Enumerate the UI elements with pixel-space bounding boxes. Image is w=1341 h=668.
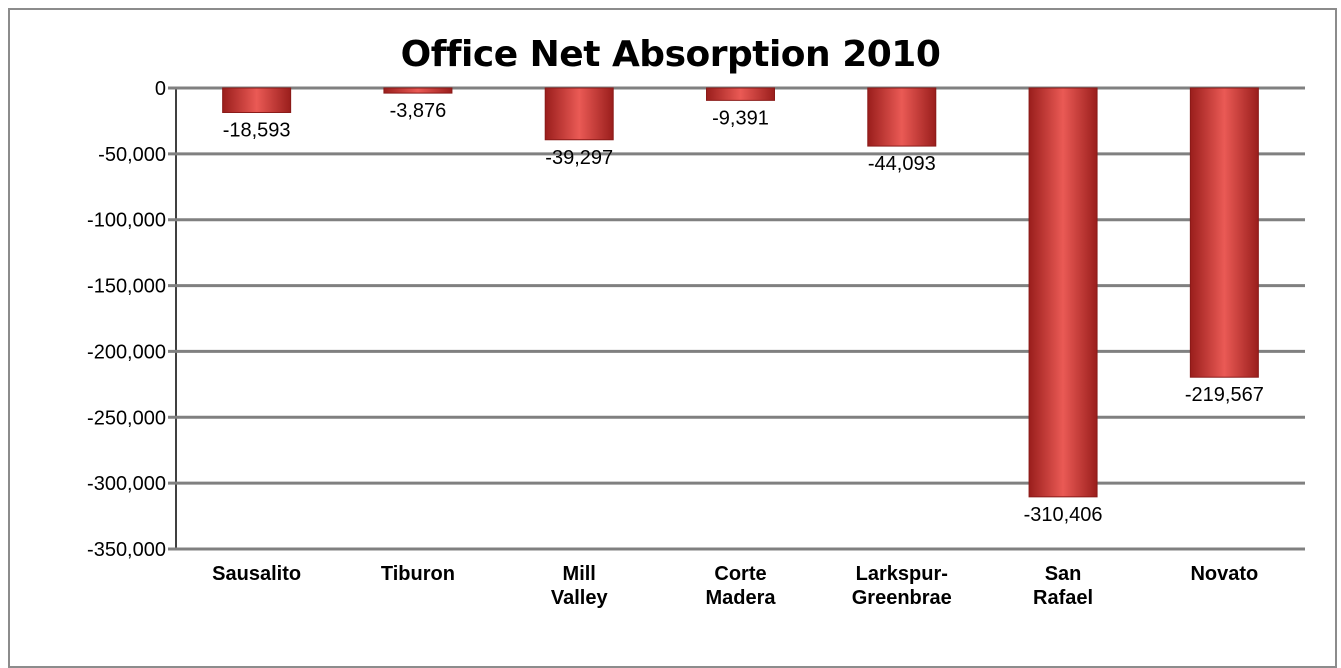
x-tick-label: Greenbrae (852, 587, 952, 609)
data-label: -39,297 (545, 147, 613, 169)
data-label: -18,593 (223, 119, 291, 141)
y-tick-label: -50,000 (98, 144, 166, 166)
bar (1189, 87, 1259, 378)
bar (544, 87, 614, 141)
x-tick-label: Novato (1190, 563, 1258, 585)
x-tick-label: Valley (551, 587, 609, 609)
y-tick-label: 0 (155, 78, 166, 100)
bar (867, 87, 937, 147)
bar (383, 87, 453, 94)
x-tick-label: Corte (714, 563, 766, 585)
y-tick-label: -150,000 (87, 276, 166, 298)
y-tick-label: -100,000 (87, 210, 166, 232)
x-tick-label: Rafael (1033, 587, 1093, 609)
y-tick-label: -200,000 (87, 341, 166, 363)
x-tick-label: Sausalito (212, 563, 301, 585)
chart-plot: 0 -50,000 -100,000 -150,000 -200,000 -250,000… (87, 78, 1305, 609)
x-tick-label: Madera (705, 587, 776, 609)
data-label: -9,391 (712, 107, 769, 129)
data-label: -44,093 (868, 153, 936, 175)
data-label: -310,406 (1024, 504, 1103, 526)
y-tick-label: -300,000 (87, 473, 166, 495)
x-tick-label: Tiburon (381, 563, 455, 585)
x-tick-label: Mill (563, 563, 596, 585)
bar (706, 87, 775, 101)
y-tick-label: -350,000 (87, 539, 166, 561)
data-label: -219,567 (1185, 384, 1264, 406)
chart-title: Office Net Absorption 2010 (400, 34, 941, 75)
y-tick-label: -250,000 (87, 407, 166, 429)
data-label: -3,876 (390, 100, 447, 122)
x-tick-label: Larkspur- (856, 563, 948, 585)
x-tick-label: San (1045, 563, 1082, 585)
bar (1028, 87, 1098, 498)
bar (222, 87, 292, 113)
